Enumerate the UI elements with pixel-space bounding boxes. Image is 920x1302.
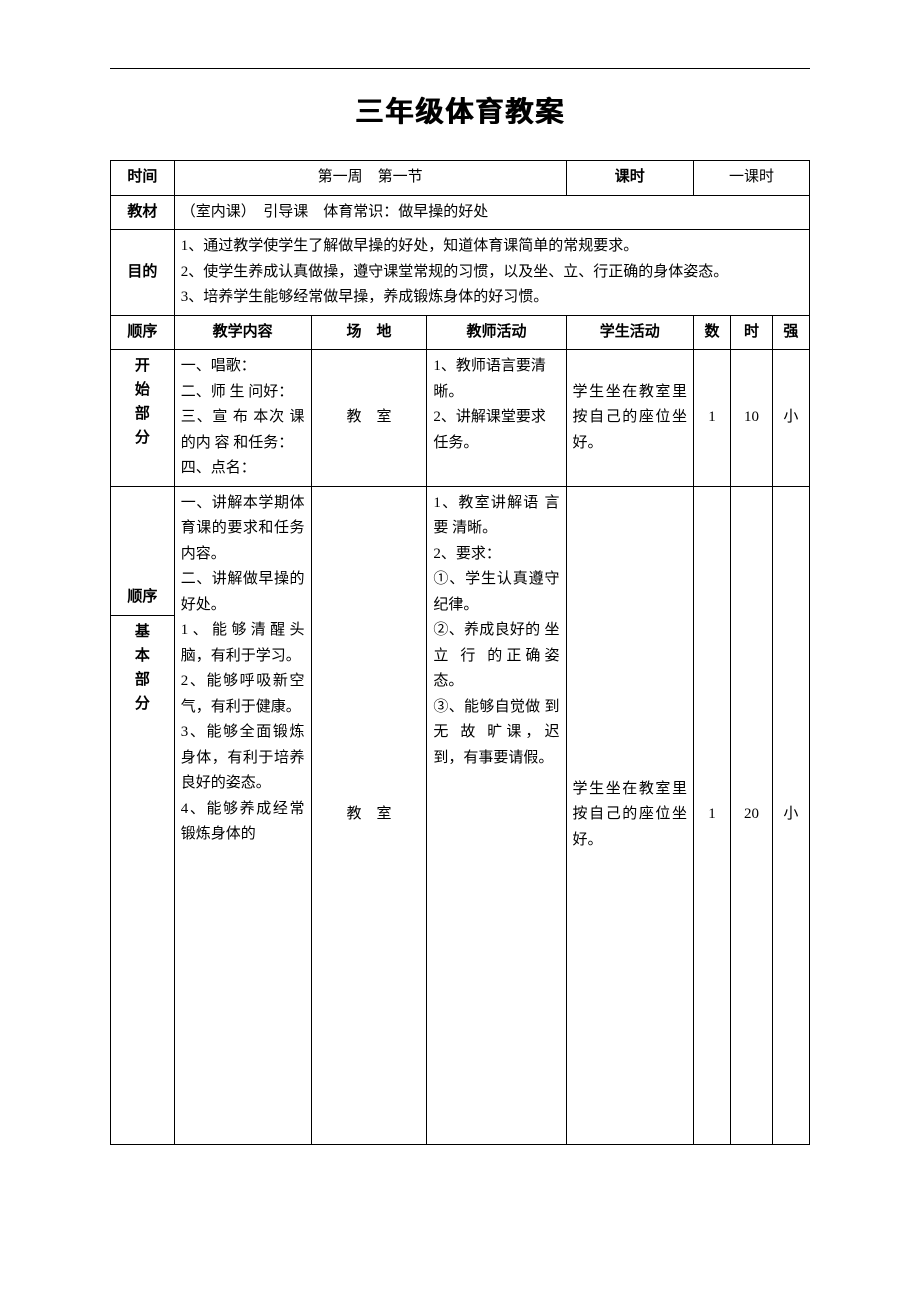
label-purpose: 目的 [111, 230, 175, 316]
value-material: （室内课） 引导课 体育常识：做早操的好处 [174, 195, 809, 230]
cell-basic-teacher: 1、教室讲解语 言 要 清晰。 2、要求： ①、学生认真遵守纪律。 ②、养成良好… [427, 486, 566, 1144]
value-period: 一课时 [694, 161, 810, 196]
row-purpose: 目的 1、通过教学使学生了解做早操的好处，知道体育课简单的常规要求。 2、使学生… [111, 230, 810, 316]
cell-basic-venue: 教 室 [311, 486, 427, 1144]
col-content: 教学内容 [174, 315, 311, 350]
row-columns: 顺序 教学内容 场 地 教师活动 学生活动 数 时 强 [111, 315, 810, 350]
label-period: 课时 [566, 161, 693, 196]
page: 三年级体育教案 时间 第一周 第一节 课时 一课时 教材 （室内课） 引导课 体… [0, 0, 920, 1302]
label-order-repeat: 顺序 [111, 486, 175, 615]
row-section-basic-top: 顺序 一、讲解本学期体育课的要求和任务内容。 二、讲解做早操的好处。 1、能够清… [111, 486, 810, 615]
col-order: 顺序 [111, 315, 175, 350]
col-count: 数 [694, 315, 731, 350]
cell-basic-count: 1 [694, 486, 731, 1144]
label-section-basic: 基本部分 [111, 615, 175, 1144]
col-teacher: 教师活动 [427, 315, 566, 350]
label-section-start: 开始部分 [111, 350, 175, 487]
label-material: 教材 [111, 195, 175, 230]
value-purpose: 1、通过教学使学生了解做早操的好处，知道体育课简单的常规要求。 2、使学生养成认… [174, 230, 809, 316]
row-time: 时间 第一周 第一节 课时 一课时 [111, 161, 810, 196]
col-venue: 场 地 [311, 315, 427, 350]
top-rule [110, 68, 810, 69]
row-material: 教材 （室内课） 引导课 体育常识：做早操的好处 [111, 195, 810, 230]
cell-start-intensity: 小 [772, 350, 809, 487]
cell-start-student: 学生坐在教室里按自己的座位坐好。 [566, 350, 693, 487]
cell-start-teacher: 1、教师语言要清晰。 2、讲解课堂要求任务。 [427, 350, 566, 487]
value-time: 第一周 第一节 [174, 161, 566, 196]
cell-basic-time: 20 [731, 486, 773, 1144]
label-time: 时间 [111, 161, 175, 196]
cell-start-venue: 教 室 [311, 350, 427, 487]
col-time: 时 [731, 315, 773, 350]
col-intensity: 强 [772, 315, 809, 350]
document-title: 三年级体育教案 [110, 90, 810, 130]
cell-basic-student: 学生坐在教室里按自己的座位坐好。 [566, 486, 693, 1144]
col-student: 学生活动 [566, 315, 693, 350]
cell-basic-content: 一、讲解本学期体育课的要求和任务内容。 二、讲解做早操的好处。 1、能够清醒头脑… [174, 486, 311, 1144]
cell-basic-intensity: 小 [772, 486, 809, 1144]
lesson-plan-table: 时间 第一周 第一节 课时 一课时 教材 （室内课） 引导课 体育常识：做早操的… [110, 160, 810, 1145]
row-section-start: 开始部分 一、唱歌： 二、师 生 问好： 三、宣 布 本次 课 的内 容 和任务… [111, 350, 810, 487]
cell-start-time: 10 [731, 350, 773, 487]
cell-start-count: 1 [694, 350, 731, 487]
cell-start-content: 一、唱歌： 二、师 生 问好： 三、宣 布 本次 课 的内 容 和任务： 四、点… [174, 350, 311, 487]
